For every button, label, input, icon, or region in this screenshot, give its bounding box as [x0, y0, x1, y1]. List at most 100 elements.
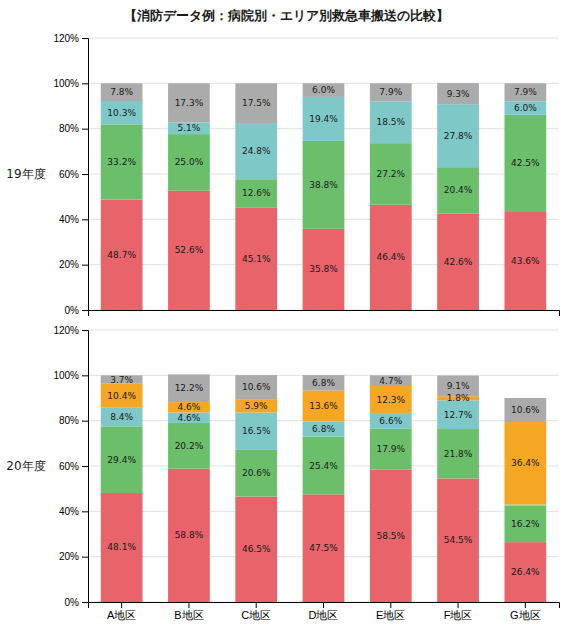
data-label: 52.6% [175, 245, 204, 255]
grid [88, 38, 559, 310]
data-label: 46.5% [242, 544, 271, 554]
data-label: 6.8% [312, 424, 335, 434]
data-label: 54.5% [444, 535, 473, 545]
y-tick: 120% [53, 325, 88, 336]
data-label: 10.6% [242, 382, 271, 392]
y-tick-label: 40% [59, 506, 79, 517]
bar-segment [168, 469, 210, 602]
data-label: 6.0% [312, 85, 335, 95]
y-tick-mark [82, 310, 88, 311]
bar-segment [504, 422, 546, 505]
x-tick-mark [390, 602, 391, 608]
y-tick: 40% [59, 506, 88, 517]
bar-segment [168, 423, 210, 469]
y-tick: 60% [59, 461, 88, 472]
data-label: 6.8% [312, 378, 335, 388]
data-label: 4.7% [379, 376, 402, 386]
bar-segment [504, 505, 546, 542]
bar-segment [504, 542, 546, 602]
panel: 48.1%58.8%46.5%47.5%58.5%54.5%26.4%29.4%… [53, 325, 559, 621]
x-tick-label: C地区 [241, 609, 271, 621]
data-label: 24.8% [242, 146, 271, 156]
bar-segment [101, 200, 143, 310]
data-label: 48.1% [107, 542, 136, 552]
y-tick-mark [82, 330, 88, 331]
x-tick-label: G地区 [510, 609, 541, 621]
x-tick: G地区 [510, 602, 541, 621]
x-tick-label: E地区 [376, 609, 405, 621]
bar-segment [101, 407, 143, 426]
data-label: 18.5% [376, 117, 405, 127]
data-label: 16.2% [511, 519, 540, 529]
bars [101, 374, 546, 602]
data-label: 25.0% [175, 157, 204, 167]
x-tick: F地区 [444, 602, 473, 621]
bar-segment [101, 101, 143, 124]
bar-segment [303, 141, 345, 229]
y-tick-label: 100% [53, 78, 79, 89]
y-tick-mark [82, 466, 88, 467]
data-label: 17.3% [175, 98, 204, 108]
data-label: 42.6% [444, 257, 473, 267]
y-tick-mark [82, 375, 88, 376]
bar-segment [235, 375, 277, 399]
bar-segment [437, 104, 479, 167]
data-label: 17.5% [242, 98, 271, 108]
data-label: 17.9% [376, 444, 405, 454]
bar-segment [101, 384, 143, 408]
y-tick-mark [82, 602, 88, 603]
bar-segment [235, 450, 277, 497]
data-label: 4.6% [177, 413, 200, 423]
data-label: 4.6% [177, 402, 200, 412]
x-tick-mark [188, 602, 189, 608]
series [101, 384, 546, 505]
data-label: 42.5% [511, 158, 540, 168]
bar-segment [168, 191, 210, 310]
bar-segment [370, 429, 412, 470]
bar-segment [303, 97, 345, 141]
data-label: 6.0% [514, 103, 537, 113]
bar-segment [303, 229, 345, 310]
data-label: 27.2% [376, 169, 405, 179]
y-axis: 0%20%40%60%80%100%120% [53, 325, 88, 608]
y-tick-label: 60% [59, 461, 79, 472]
bar-segment [235, 83, 277, 123]
data-label: 10.4% [107, 391, 136, 401]
x-axis-line [89, 603, 560, 609]
data-label: 21.8% [444, 449, 473, 459]
bar-segment [101, 493, 143, 602]
x-axis-line [89, 311, 560, 317]
bar-segment [370, 469, 412, 602]
data-label: 58.5% [376, 531, 405, 541]
bar-segment [504, 398, 546, 422]
bar-segment [101, 375, 143, 383]
data-label: 1.8% [447, 393, 470, 403]
data-label: 5.1% [177, 123, 200, 133]
panel: 48.7%52.6%45.1%35.8%46.4%42.6%43.6%33.2%… [53, 33, 559, 316]
y-tick-label: 80% [59, 415, 79, 426]
data-label: 43.6% [511, 256, 540, 266]
bar-segment [303, 83, 345, 97]
bar-segment [303, 421, 345, 436]
bar-segment [437, 167, 479, 213]
data-label: 20.4% [444, 185, 473, 195]
y-axis-title: 19年度 [6, 167, 45, 181]
y-tick-mark [82, 265, 88, 266]
y-axis: 0%20%40%60%80%100%120% [53, 33, 88, 316]
bar-segment [504, 115, 546, 211]
data-label: 29.4% [107, 455, 136, 465]
bar-segment [168, 413, 210, 423]
bars [101, 83, 546, 310]
y-tick-mark [82, 421, 88, 422]
x-tick-mark [323, 602, 324, 608]
bar-segment [303, 494, 345, 602]
x-tick-label: D地区 [309, 609, 339, 621]
y-tick-mark [82, 511, 88, 512]
bar-segment [101, 426, 143, 493]
bar-segment [168, 402, 210, 412]
x-tick-mark [121, 602, 122, 608]
x-axis: A地区B地区C地区D地区E地区F地区G地区 [89, 602, 560, 621]
x-tick-mark [256, 602, 257, 608]
data-label: 8.4% [110, 412, 133, 422]
y-tick-label: 60% [59, 169, 79, 180]
